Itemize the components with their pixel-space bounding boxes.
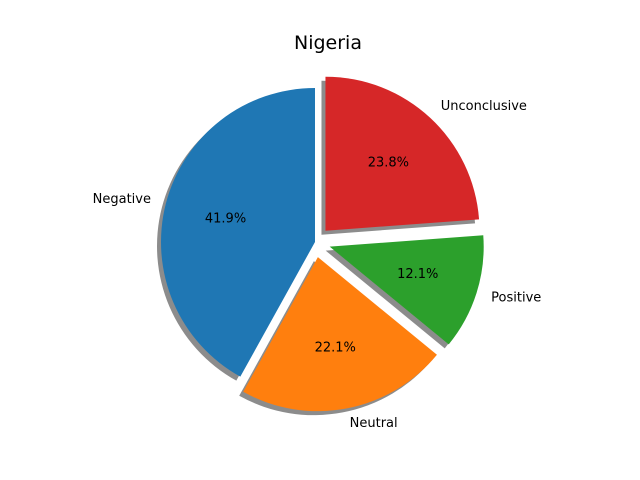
slice-percent-negative: 41.9%	[205, 211, 246, 226]
slice-percent-unconclusive: 23.8%	[368, 156, 409, 171]
slice-label-unconclusive: Unconclusive	[441, 99, 527, 114]
slice-percent-labels: 41.9% 22.1% 12.1% 23.8%	[205, 156, 439, 356]
chart-title: Nigeria	[294, 32, 362, 54]
slice-negative	[160, 88, 315, 377]
slice-labels: Negative Neutral Positive Unconclusive	[93, 99, 542, 431]
slice-positive	[329, 235, 484, 345]
slice-percent-neutral: 22.1%	[315, 340, 356, 355]
slice-neutral	[243, 257, 437, 412]
slice-percent-positive: 12.1%	[397, 267, 438, 282]
slice-unconclusive	[325, 76, 480, 231]
slice-label-negative: Negative	[93, 192, 151, 207]
pie-slices	[160, 76, 484, 412]
slice-label-positive: Positive	[491, 290, 541, 305]
slice-label-neutral: Neutral	[350, 416, 398, 431]
